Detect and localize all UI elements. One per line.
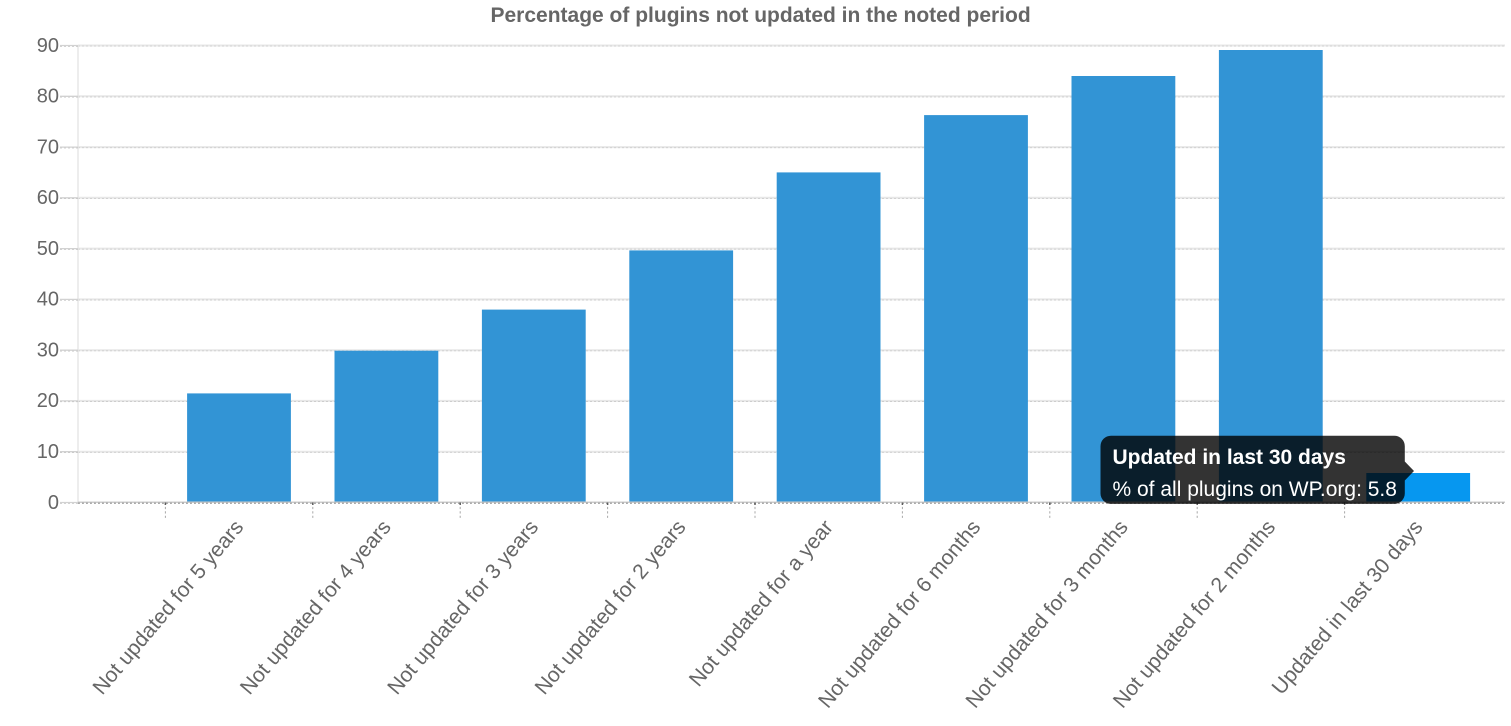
svg-text:Not updated for 2 years: Not updated for 2 years: [531, 516, 691, 699]
svg-text:90: 90: [37, 35, 59, 57]
svg-text:50: 50: [37, 238, 59, 260]
svg-text:Not updated for 3 months: Not updated for 3 months: [962, 516, 1133, 713]
svg-text:Updated in last 30 days: Updated in last 30 days: [1113, 446, 1346, 469]
svg-text:Not updated for 2 months: Not updated for 2 months: [1109, 516, 1280, 713]
svg-text:% of all plugins on WP.org: 5.: % of all plugins on WP.org: 5.8: [1113, 478, 1397, 501]
svg-text:80: 80: [37, 86, 59, 108]
svg-text:Not updated for 4 years: Not updated for 4 years: [236, 516, 396, 699]
svg-text:Not updated for 3 years: Not updated for 3 years: [383, 516, 543, 699]
svg-text:Not updated for a year: Not updated for a year: [685, 516, 838, 691]
svg-text:Not updated for 5 years: Not updated for 5 years: [88, 516, 248, 699]
svg-text:30: 30: [37, 340, 59, 362]
svg-text:20: 20: [37, 390, 59, 412]
svg-text:0: 0: [48, 492, 59, 514]
svg-text:10: 10: [37, 441, 59, 463]
svg-text:Not updated for 6 months: Not updated for 6 months: [814, 516, 985, 713]
svg-text:Percentage of plugins not upda: Percentage of plugins not updated in the…: [491, 4, 1031, 27]
svg-text:70: 70: [37, 136, 59, 158]
svg-text:40: 40: [37, 289, 59, 311]
svg-text:60: 60: [37, 187, 59, 209]
svg-text:Updated in last 30 days: Updated in last 30 days: [1268, 516, 1428, 699]
